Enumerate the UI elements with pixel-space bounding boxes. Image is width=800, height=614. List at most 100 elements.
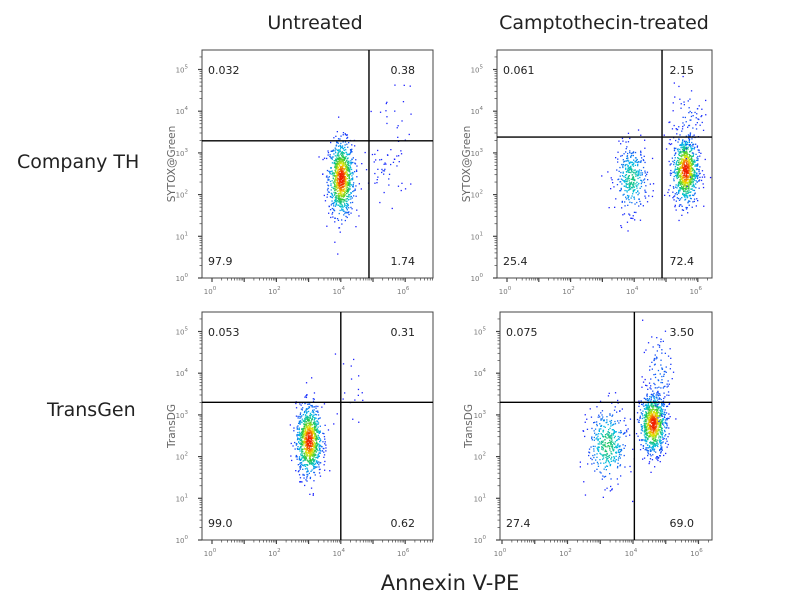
- event-dot: [623, 454, 625, 457]
- event-dot: [698, 173, 700, 175]
- event-dot: [649, 425, 652, 427]
- event-dot: [347, 196, 349, 198]
- event-dot: [336, 163, 338, 166]
- event-dot: [641, 174, 643, 176]
- event-dot: [693, 198, 696, 200]
- event-dot: [332, 175, 334, 177]
- event-dot: [383, 170, 386, 172]
- event-dot: [340, 168, 342, 170]
- event-dot: [620, 143, 622, 145]
- event-dot: [689, 133, 691, 135]
- event-dot: [688, 170, 691, 172]
- event-dot: [658, 414, 661, 417]
- event-dot: [307, 443, 310, 446]
- event-dot: [294, 441, 296, 444]
- event-dot: [661, 415, 663, 417]
- event-dot: [642, 159, 644, 161]
- event-dot: [305, 479, 307, 481]
- event-dot: [310, 452, 312, 455]
- event-dot: [319, 468, 321, 470]
- event-dot: [603, 419, 605, 421]
- event-dot: [335, 201, 337, 203]
- event-dot: [686, 170, 688, 172]
- event-dot: [685, 183, 687, 185]
- event-dot: [661, 413, 663, 415]
- event-dot: [680, 179, 682, 181]
- event-dot: [313, 431, 315, 433]
- event-dot: [682, 144, 685, 146]
- event-dot: [347, 192, 349, 194]
- event-dot: [340, 175, 342, 177]
- event-dot: [311, 445, 313, 447]
- event-dot: [688, 138, 690, 141]
- event-dot: [317, 462, 319, 465]
- event-dot: [667, 355, 670, 357]
- event-dot: [628, 163, 630, 165]
- event-dot: [310, 424, 312, 426]
- event-dot: [639, 219, 642, 221]
- event-dot: [339, 165, 341, 168]
- event-dot: [315, 437, 318, 440]
- event-dot: [609, 449, 611, 451]
- event-dot: [611, 402, 613, 404]
- event-dot: [326, 181, 328, 184]
- event-dot: [344, 182, 347, 184]
- event-dot: [657, 408, 659, 410]
- event-dot: [308, 427, 311, 429]
- event-dot: [315, 443, 318, 445]
- event-dot: [632, 165, 635, 167]
- event-dot: [690, 191, 692, 193]
- event-dot: [349, 165, 351, 167]
- event-dot: [312, 440, 314, 442]
- event-dot: [686, 160, 688, 162]
- row-label-transgen: TransGen: [46, 399, 136, 421]
- event-dot: [300, 454, 302, 457]
- event-dot: [686, 185, 688, 187]
- event-dot: [305, 417, 308, 419]
- event-dot: [329, 155, 331, 158]
- event-dot: [662, 438, 664, 440]
- event-dot: [333, 172, 335, 174]
- y-tick-exponent: 1: [185, 231, 189, 237]
- event-dot: [337, 152, 339, 154]
- event-dot: [348, 194, 350, 196]
- event-dot: [296, 435, 298, 437]
- event-dot: [688, 185, 690, 187]
- y-tick-label: 103: [474, 410, 487, 420]
- event-dot: [686, 152, 688, 154]
- event-dot: [682, 143, 684, 145]
- event-dot: [703, 205, 705, 207]
- event-dot: [596, 423, 598, 426]
- event-dot: [651, 195, 654, 198]
- event-dot: [293, 430, 295, 432]
- event-dot: [682, 168, 685, 170]
- event-dot: [309, 440, 311, 442]
- event-dot: [631, 178, 633, 180]
- event-dot: [654, 415, 656, 417]
- event-dot: [338, 192, 340, 195]
- event-dot: [603, 420, 605, 422]
- event-dot: [683, 154, 685, 157]
- event-dot: [308, 429, 310, 431]
- event-dot: [651, 445, 654, 448]
- event-dot: [329, 154, 331, 156]
- event-dot: [298, 441, 300, 443]
- event-dot: [599, 452, 601, 454]
- event-dot: [640, 172, 642, 174]
- event-dot: [309, 412, 312, 415]
- event-dot: [314, 421, 316, 423]
- event-dot: [632, 189, 634, 191]
- x-tick-exponent: 4: [635, 286, 639, 292]
- event-dot: [340, 161, 342, 164]
- event-dot: [401, 120, 403, 122]
- event-dot: [655, 425, 657, 427]
- event-dot: [644, 415, 646, 417]
- event-dot: [396, 155, 398, 157]
- event-dot: [622, 171, 624, 173]
- event-dot: [652, 404, 655, 407]
- event-dot: [685, 181, 687, 183]
- event-dot: [652, 416, 655, 418]
- event-dot: [674, 166, 677, 168]
- event-dot: [626, 155, 628, 157]
- event-dot: [342, 189, 344, 191]
